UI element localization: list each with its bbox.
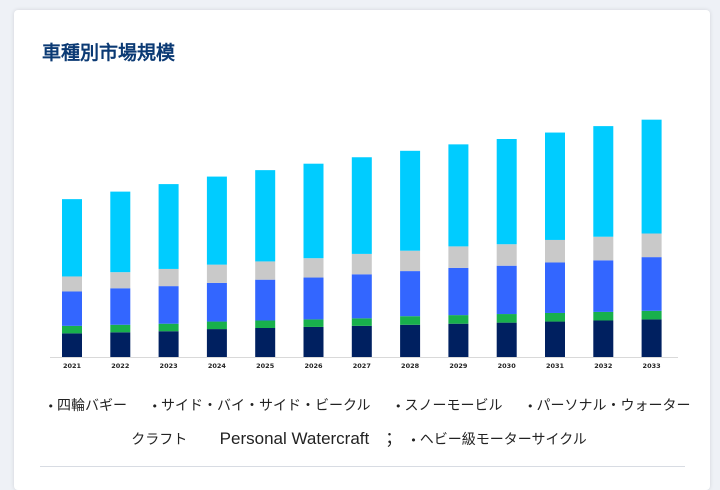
- x-tick-label-2031: 2031: [546, 362, 565, 370]
- bar-segment-2028-series-0: [400, 324, 421, 357]
- legend: • 四輪バギー • サイド・バイ・サイド・ビークル • スノーモービル • パーソナル・…: [44, 390, 694, 457]
- bar-segment-2032-series-4: [593, 126, 614, 237]
- bar-segment-2026-series-1: [303, 319, 324, 327]
- legend-item-side-by-side: • サイド・バイ・サイド・ビークル: [151, 398, 371, 414]
- x-tick-label-2023: 2023: [160, 362, 178, 370]
- stacked-bar-chart: 2021 2022 2023 2024 2025 2026 2027 2028 2029 2030…: [50, 119, 678, 370]
- bar-segment-2031-series-3: [545, 239, 565, 263]
- bar-segment-2030-series-0: [496, 322, 517, 357]
- bar-segment-2033-series-0: [641, 319, 662, 357]
- bar-segment-2032-series-2: [593, 260, 614, 312]
- bar-segment-2027-series-2: [351, 274, 372, 319]
- bar-segment-2024-series-2: [206, 282, 227, 322]
- x-tick-label-2030: 2030: [498, 362, 517, 370]
- bar-segment-2029-series-1: [448, 315, 469, 324]
- bar-segment-2023-series-1: [158, 323, 179, 332]
- legend-item-heavy-motorcycle: • ヘビー級モーターサイクル: [410, 432, 587, 448]
- bar-segment-2030-series-1: [496, 314, 517, 323]
- bar-segment-2027-series-4: [351, 157, 372, 254]
- legend-item-four-wheel-buggy: • 四輪バギー: [47, 398, 128, 414]
- x-tick-label-2027: 2027: [353, 362, 371, 370]
- bar-segment-2029-series-0: [448, 323, 469, 357]
- x-tick-label-2032: 2032: [594, 362, 612, 370]
- x-tick-label-2033: 2033: [643, 362, 661, 370]
- bar-segment-2024-series-1: [206, 321, 227, 330]
- bar-segment-2030-series-2: [496, 265, 517, 315]
- bar-segment-2022-series-4: [110, 191, 131, 273]
- bar-segment-2023-series-0: [158, 331, 179, 357]
- bar-segment-2031-series-1: [545, 312, 565, 322]
- bar-segment-2024-series-3: [206, 264, 227, 283]
- x-tick-label-2022: 2022: [111, 362, 129, 370]
- bar-segment-2024-series-0: [206, 329, 227, 357]
- bar-segment-2024-series-4: [206, 176, 227, 265]
- legend-item-personal-watercraft: • パーソナル・ウォータークラフト: [131, 398, 691, 448]
- bar-segment-2030-series-4: [496, 138, 517, 245]
- bar-segment-2028-series-4: [400, 150, 421, 251]
- chart-card: 車種別市場規模 2021 2022 2023 2024 2025 2026 2027 2028…: [14, 10, 710, 490]
- bar-segment-2025-series-3: [255, 261, 276, 280]
- bar-segment-2027-series-3: [351, 253, 372, 275]
- divider: [40, 466, 685, 467]
- bar-segment-2033-series-3: [641, 233, 662, 258]
- bar-segment-2022-series-1: [110, 324, 131, 333]
- bar-segment-2026-series-0: [303, 326, 324, 357]
- bar-segment-2033-series-1: [641, 310, 662, 320]
- bar-segment-2032-series-1: [593, 311, 614, 321]
- bar-segment-2021-series-2: [62, 291, 82, 326]
- x-tick-label-2024: 2024: [208, 362, 227, 370]
- x-tick-label-2025: 2025: [256, 362, 275, 370]
- bar-segment-2033-series-2: [641, 257, 662, 311]
- bar-segment-2025-series-1: [255, 320, 276, 329]
- bar-segment-2028-series-2: [400, 271, 421, 317]
- bar-segment-2032-series-0: [593, 320, 614, 357]
- bar-segment-2022-series-3: [110, 272, 131, 289]
- bar-segment-2031-series-4: [545, 132, 565, 240]
- bar-segment-2029-series-3: [448, 246, 469, 268]
- bar-segment-2026-series-2: [303, 277, 324, 320]
- bar-segment-2031-series-0: [545, 321, 565, 357]
- bar-segment-2022-series-2: [110, 288, 131, 325]
- bar-segment-2023-series-3: [158, 268, 179, 287]
- bar-segment-2026-series-4: [303, 163, 324, 259]
- x-tick-label-2026: 2026: [304, 362, 323, 370]
- bar-segment-2023-series-2: [158, 286, 179, 324]
- bar-segment-2027-series-1: [351, 318, 372, 326]
- bar-segment-2022-series-0: [110, 332, 131, 357]
- bar-segment-2026-series-3: [303, 258, 324, 278]
- legend-separator: ；: [385, 429, 403, 448]
- legend-item-snowmobile: • スノーモービル: [395, 398, 503, 414]
- bar-segment-2031-series-2: [545, 262, 565, 313]
- x-tick-label-2028: 2028: [401, 362, 420, 370]
- bar-segment-2021-series-3: [62, 276, 82, 292]
- bar-segment-2023-series-4: [158, 184, 179, 269]
- bar-segment-2021-series-0: [62, 333, 82, 357]
- x-tick-label-2029: 2029: [449, 362, 468, 370]
- bar-segment-2027-series-0: [351, 325, 372, 357]
- bar-segment-2025-series-2: [255, 279, 276, 321]
- legend-extra-text: Personal Watercraft: [219, 429, 370, 448]
- bar-segment-2032-series-3: [593, 236, 614, 261]
- bar-segment-2028-series-1: [400, 316, 421, 325]
- bar-segment-2029-series-2: [448, 267, 469, 316]
- bar-segment-2021-series-1: [62, 325, 82, 334]
- bar-segment-2029-series-4: [448, 144, 469, 247]
- chart-title: 車種別市場規模: [42, 42, 176, 64]
- bar-segment-2025-series-4: [255, 170, 276, 262]
- bar-segment-2021-series-4: [62, 199, 82, 277]
- bar-segment-2030-series-3: [496, 244, 517, 266]
- bar-segment-2033-series-4: [641, 119, 662, 234]
- x-tick-label-2021: 2021: [63, 362, 82, 370]
- bar-segment-2028-series-3: [400, 250, 421, 272]
- bar-segment-2025-series-0: [255, 328, 276, 357]
